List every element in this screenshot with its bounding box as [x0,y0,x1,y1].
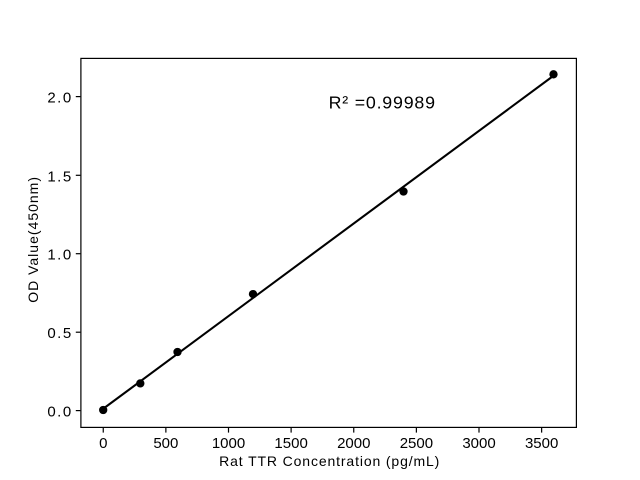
svg-text:3000: 3000 [462,435,495,452]
svg-text:Rat TTR Concentration (pg/mL): Rat TTR Concentration (pg/mL) [219,453,440,469]
svg-text:3500: 3500 [525,435,558,452]
svg-text:0.5: 0.5 [47,325,72,342]
svg-text:1000: 1000 [212,435,245,452]
svg-text:1.5: 1.5 [47,168,72,185]
svg-text:2000: 2000 [337,435,370,452]
svg-text:0: 0 [99,435,107,452]
svg-text:R² =0.99989: R² =0.99989 [329,93,436,113]
svg-text:2.0: 2.0 [47,90,72,107]
svg-text:1500: 1500 [274,435,307,452]
svg-text:0.0: 0.0 [47,404,72,421]
svg-text:500: 500 [153,435,178,452]
svg-text:1.0: 1.0 [47,247,72,264]
svg-text:2500: 2500 [400,435,433,452]
svg-text:OD Value(450nm): OD Value(450nm) [25,176,41,303]
